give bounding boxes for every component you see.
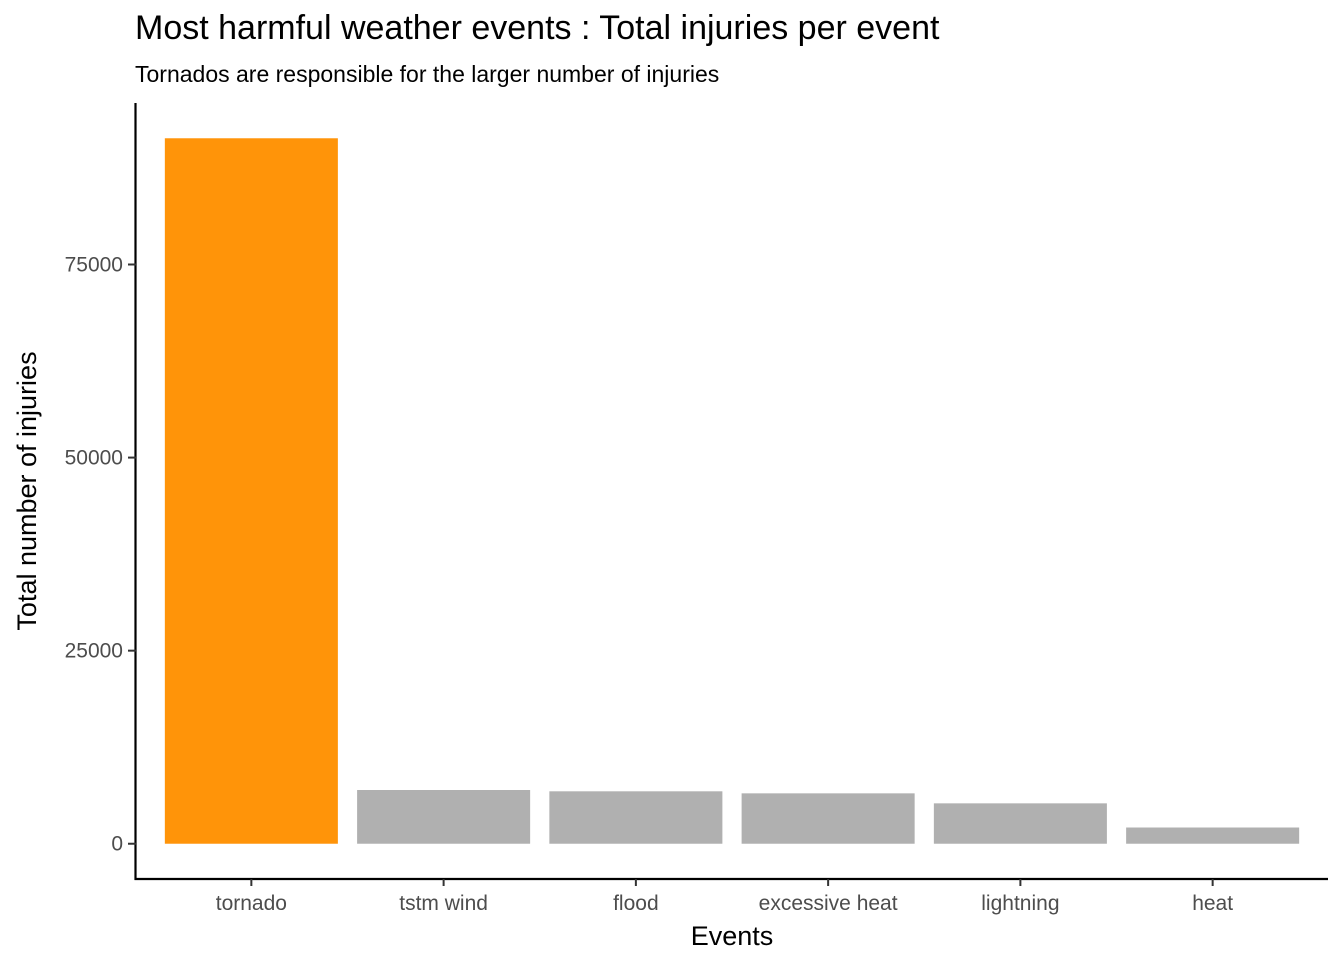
x-tick-label: heat (1192, 892, 1233, 915)
y-tick-label: 25000 (65, 640, 123, 663)
chart-title: Most harmful weather events : Total inju… (135, 9, 940, 47)
y-tick-label: 50000 (65, 447, 123, 470)
bar-tornado (164, 138, 338, 844)
y-axis-ticks: 0 25000 50000 75000 (65, 254, 136, 856)
bar-heat (1126, 827, 1300, 844)
y-tick-label: 75000 (65, 254, 123, 277)
x-tick-label: flood (613, 892, 659, 915)
x-axis-title: Events (691, 921, 774, 951)
x-tick-label: lightning (981, 892, 1059, 915)
chart-subtitle: Tornados are responsible for the larger … (135, 61, 720, 87)
x-axis-ticks: tornado tstm wind flood excessive heat light… (216, 879, 1233, 915)
x-tick-label: tstm wind (399, 892, 488, 915)
y-axis-title: Total number of injuries (12, 351, 42, 630)
bars-group (164, 138, 1300, 844)
bar-tstm-wind (357, 790, 531, 844)
bar-flood (549, 791, 723, 844)
bar-excessive-heat (741, 793, 915, 844)
x-tick-label: tornado (216, 892, 287, 915)
x-tick-label: excessive heat (759, 892, 898, 915)
bar-lightning (933, 803, 1107, 844)
y-tick-label: 0 (111, 833, 123, 856)
